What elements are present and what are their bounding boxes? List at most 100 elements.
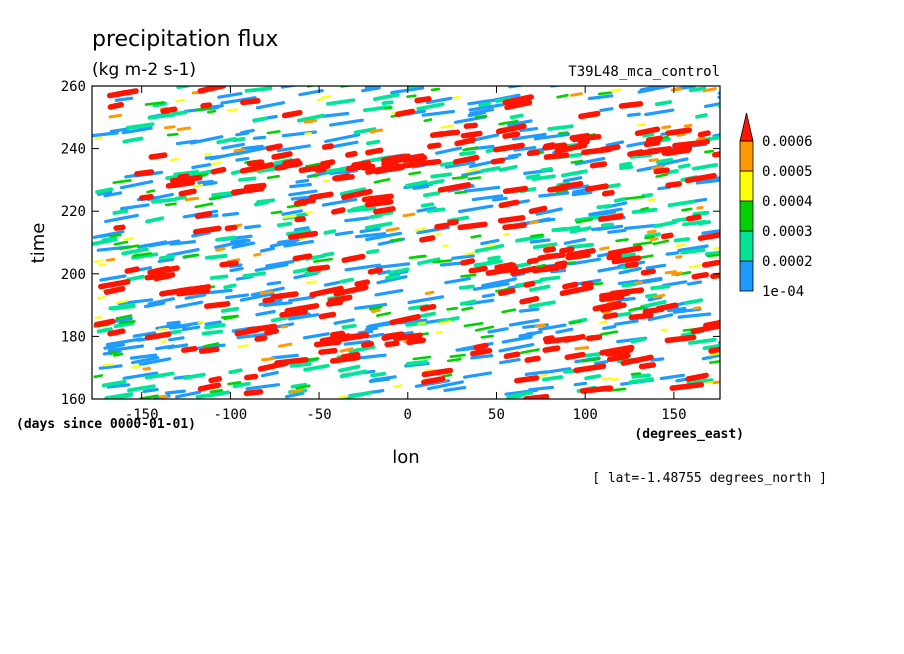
precip-contour-segment bbox=[470, 234, 482, 239]
precip-contour-segment bbox=[333, 318, 355, 325]
precip-contour-segment bbox=[95, 187, 114, 194]
precip-contour-segment bbox=[528, 300, 556, 309]
precip-contour-segment bbox=[195, 391, 223, 399]
precip-contour-segment bbox=[610, 88, 622, 93]
precip-contour-segment bbox=[472, 282, 510, 291]
precip-contour-segment bbox=[412, 355, 432, 361]
precip-contour-segment bbox=[407, 295, 445, 305]
precip-contour-segment bbox=[181, 345, 198, 353]
precip-contour-segment bbox=[434, 232, 442, 236]
precip-contour-segment bbox=[684, 298, 703, 305]
precip-contour-segment bbox=[631, 373, 651, 379]
precip-contour-segment bbox=[540, 166, 553, 173]
precip-contour-segment bbox=[307, 113, 325, 121]
precip-contour-segment bbox=[697, 220, 711, 226]
precip-contour-segment bbox=[497, 215, 526, 224]
precip-contour-segment bbox=[103, 343, 126, 350]
precip-contour-segment bbox=[577, 257, 602, 265]
precip-contour-segment bbox=[322, 95, 332, 99]
x-tick-label: -150 bbox=[125, 407, 159, 423]
colorbar-label: 1e-04 bbox=[762, 284, 804, 300]
precip-contour-segment bbox=[166, 320, 181, 326]
precip-contour-segment bbox=[292, 253, 313, 262]
precip-contour-segment bbox=[419, 311, 436, 318]
y-axis-units: (days since 0000-01-01) bbox=[16, 417, 196, 432]
precip-contour-segment bbox=[642, 306, 665, 315]
precip-contour-segment bbox=[324, 166, 349, 174]
precip-contour-segment bbox=[565, 252, 591, 261]
precip-contour-segment bbox=[169, 180, 191, 189]
precip-contour-segment bbox=[368, 305, 383, 311]
precip-contour-segment bbox=[216, 136, 237, 145]
precip-contour-segment bbox=[501, 308, 517, 314]
precip-contour-segment bbox=[458, 204, 494, 214]
precip-contour-segment bbox=[470, 354, 494, 360]
precip-contour-segment bbox=[244, 224, 261, 230]
precip-contour-segment bbox=[543, 335, 575, 345]
precip-contour-segment bbox=[245, 383, 280, 391]
precip-contour-segment bbox=[427, 380, 464, 391]
precip-contour-segment bbox=[114, 96, 134, 102]
precip-contour-segment bbox=[717, 95, 720, 99]
precip-contour-segment bbox=[152, 101, 168, 108]
precip-contour-segment bbox=[375, 262, 411, 269]
precip-contour-segment bbox=[158, 394, 168, 399]
precip-contour-segment bbox=[244, 86, 273, 93]
x-ticks: -150 -100 -50 0 50 100 150 bbox=[125, 86, 687, 423]
precip-contour-segment bbox=[276, 144, 311, 153]
precip-contour-segment bbox=[618, 101, 644, 109]
precip-contour-segment bbox=[538, 191, 570, 198]
precip-contour-segment bbox=[666, 306, 687, 313]
precip-contour-segment bbox=[137, 266, 153, 272]
colorbar-label: 0.0003 bbox=[762, 224, 813, 240]
precip-contour-segment bbox=[444, 161, 476, 169]
precip-contour-segment bbox=[287, 230, 319, 240]
precip-contour-segment bbox=[685, 214, 702, 222]
precip-contour-segment bbox=[122, 371, 159, 380]
y-tick-label: 200 bbox=[61, 267, 86, 283]
precip-contour-segment bbox=[654, 100, 673, 107]
precip-contour-segment bbox=[197, 179, 214, 185]
precip-contour-segment bbox=[601, 377, 613, 381]
precip-contour-segment bbox=[615, 238, 629, 243]
precip-contour-segment bbox=[526, 149, 541, 157]
precip-contour-segment bbox=[588, 207, 623, 217]
y-tick-label: 260 bbox=[61, 79, 86, 95]
precip-contour-segment bbox=[547, 124, 574, 131]
precip-contour-segment bbox=[365, 163, 397, 175]
precip-contour-segment bbox=[271, 353, 299, 360]
precip-contour-segment bbox=[467, 110, 486, 118]
precip-contour-segment bbox=[528, 205, 548, 215]
precip-contour-segment bbox=[437, 316, 460, 324]
precip-contour-segment bbox=[424, 368, 434, 372]
precip-contour-segment bbox=[108, 113, 123, 119]
precip-contour-segment bbox=[103, 285, 126, 295]
precip-contour-segment bbox=[660, 232, 674, 240]
precip-contour-segment bbox=[503, 351, 521, 360]
precip-contour-segment bbox=[695, 113, 708, 119]
precip-contour-segment bbox=[690, 323, 720, 335]
precip-contour-segment bbox=[712, 133, 720, 138]
precip-contour-segment bbox=[644, 108, 675, 117]
precip-contour-segment bbox=[284, 303, 320, 314]
precip-contour-segment bbox=[647, 198, 656, 202]
precip-contour-segment bbox=[230, 185, 265, 196]
precip-contour-segment bbox=[195, 107, 212, 112]
precip-contour-segment bbox=[374, 288, 404, 297]
precip-contour-segment bbox=[200, 102, 213, 109]
precip-contour-segment bbox=[401, 155, 428, 163]
precip-contour-segment bbox=[531, 174, 556, 182]
colorbar-over-triangle bbox=[739, 112, 754, 142]
precip-contour-segment bbox=[98, 279, 131, 290]
precip-contour-segment bbox=[142, 367, 151, 371]
precip-contour-segment bbox=[419, 303, 437, 312]
precip-contour-segment bbox=[94, 136, 104, 140]
precip-contour-segment bbox=[446, 357, 462, 363]
precip-contour-segment bbox=[327, 294, 353, 304]
chart-units: (kg m-2 s-1) bbox=[92, 60, 196, 80]
precip-contour-segment bbox=[566, 261, 576, 265]
precip-contour-segment bbox=[278, 342, 293, 348]
precip-contour-segment bbox=[302, 332, 330, 340]
precip-contour-segment bbox=[103, 191, 123, 198]
